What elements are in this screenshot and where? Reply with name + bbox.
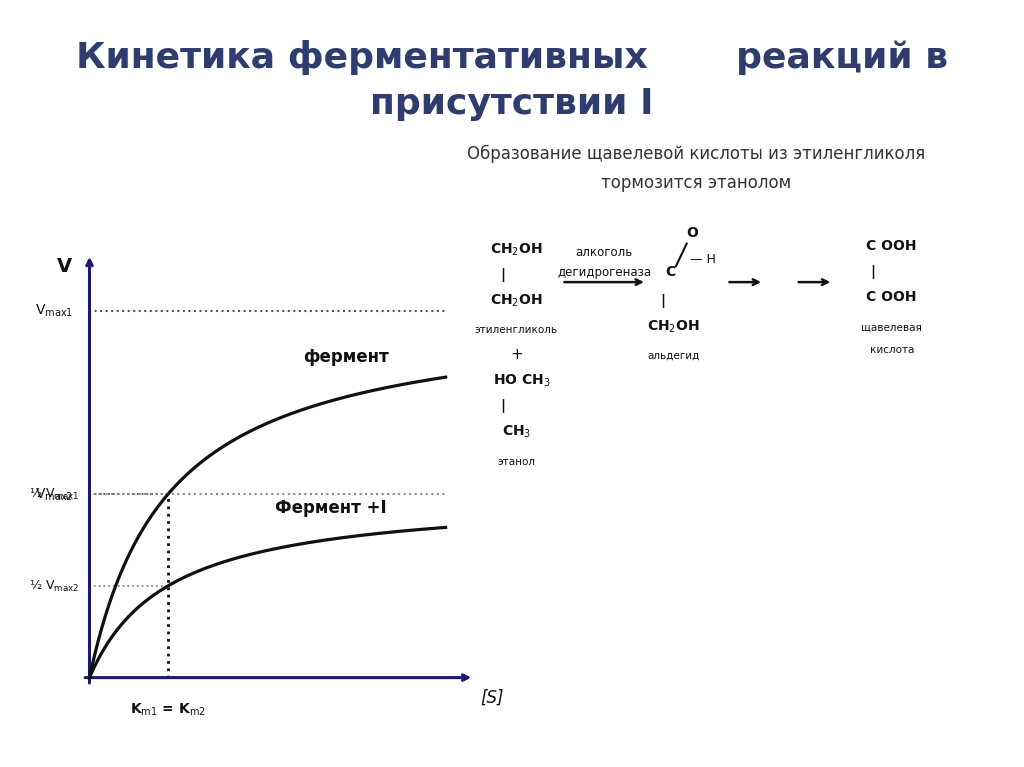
Text: Фермент +I: Фермент +I [274,499,386,517]
Text: K$_{\mathrm{m1}}$ = K$_{\mathrm{m2}}$: K$_{\mathrm{m1}}$ = K$_{\mathrm{m2}}$ [130,702,206,719]
Text: V$_{\mathrm{max2}}$: V$_{\mathrm{max2}}$ [35,486,73,502]
Text: V$_{\mathrm{max1}}$: V$_{\mathrm{max1}}$ [35,303,73,319]
Text: ½ V$_{\mathrm{max2}}$: ½ V$_{\mathrm{max2}}$ [29,578,79,594]
Text: присутствии I: присутствии I [371,87,653,120]
Text: этиленгликоль: этиленгликоль [475,325,558,335]
Text: CH$_2$OH: CH$_2$OH [489,242,543,258]
Text: Кинетика ферментативных       реакций в: Кинетика ферментативных реакций в [76,40,948,75]
Text: |: | [870,265,876,278]
Text: V: V [57,257,72,276]
Text: Образование щавелевой кислоты из этиленгликоля: Образование щавелевой кислоты из этиленг… [467,144,926,163]
Text: щавелевая: щавелевая [861,322,923,332]
Text: фермент: фермент [303,348,389,366]
Text: [S]: [S] [480,689,504,707]
Text: дегидрогеназа: дегидрогеназа [557,265,651,278]
Text: C OOH: C OOH [866,291,916,304]
Text: CH$_3$: CH$_3$ [502,424,531,440]
Text: O: O [686,226,698,240]
Text: алкоголь: алкоголь [575,246,633,259]
Text: ½ V$_{\mathrm{max1}}$: ½ V$_{\mathrm{max1}}$ [29,486,79,502]
Text: альдегид: альдегид [647,351,699,361]
Text: C OOH: C OOH [866,239,916,253]
Text: тормозится этанолом: тормозится этанолом [601,173,792,192]
Text: CH$_2$OH: CH$_2$OH [647,318,699,334]
Text: НО CH$_3$: НО CH$_3$ [493,373,550,389]
Text: |: | [660,294,666,308]
Text: |: | [501,268,506,282]
Text: — H: — H [690,253,716,266]
Text: |: | [501,400,506,413]
Text: кислота: кислота [869,344,913,354]
Text: этанол: этанол [498,457,536,467]
Text: CH$_2$OH: CH$_2$OH [489,292,543,309]
Text: C: C [666,265,676,278]
Text: +: + [510,347,522,362]
